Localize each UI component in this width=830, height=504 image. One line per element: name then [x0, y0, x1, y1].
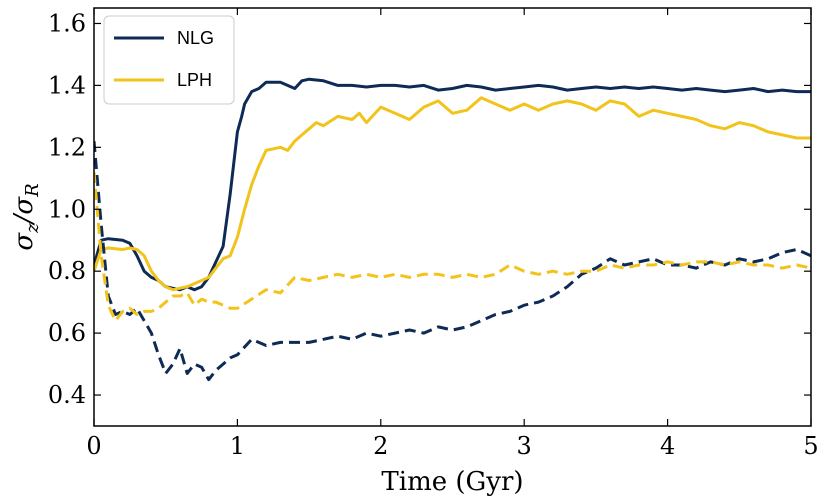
series-line-nlg-dashed — [94, 140, 811, 382]
y-axis-label-sub-r: R — [22, 183, 43, 198]
y-tick-label: 1.0 — [48, 195, 86, 223]
series-line-nlg — [94, 77, 811, 292]
x-tick-label: 5 — [803, 432, 818, 460]
y-tick-label: 1.4 — [48, 71, 86, 99]
y-axis-label: σz/σR — [9, 183, 43, 250]
y-tick-label: 0.8 — [48, 257, 86, 285]
x-tick-label: 0 — [86, 432, 101, 460]
y-axis-label-sub-z: z — [22, 223, 43, 234]
y-tick-label: 0.4 — [48, 381, 86, 409]
x-tick-label: 3 — [517, 432, 532, 460]
y-tick-label: 1.2 — [48, 133, 86, 161]
y-axis-label-sigma: σ — [9, 232, 39, 251]
legend-label-nlg: NLG — [177, 28, 214, 48]
x-tick-label: 2 — [373, 432, 388, 460]
y-tick-label: 1.6 — [48, 9, 86, 37]
x-tick-label: 1 — [230, 432, 245, 460]
series-line-lph — [94, 96, 811, 292]
legend-label-lph: LPH — [177, 70, 212, 90]
legend: NLG LPH — [103, 15, 235, 105]
series-line-lph-dashed — [94, 171, 811, 323]
x-tick-label: 4 — [660, 432, 675, 460]
y-tick-label: 0.6 — [48, 319, 86, 347]
plot-frame — [93, 7, 812, 427]
plot-series-area — [94, 77, 811, 382]
legend-box — [103, 15, 235, 105]
axis-ticks: 0 1 2 3 4 5 0.4 0.6 0.8 1.0 1.2 1.4 1.6 — [48, 8, 819, 460]
x-axis-label: Time (Gyr) — [381, 467, 523, 497]
y-axis-label-slash-sigma: /σ — [9, 196, 39, 227]
